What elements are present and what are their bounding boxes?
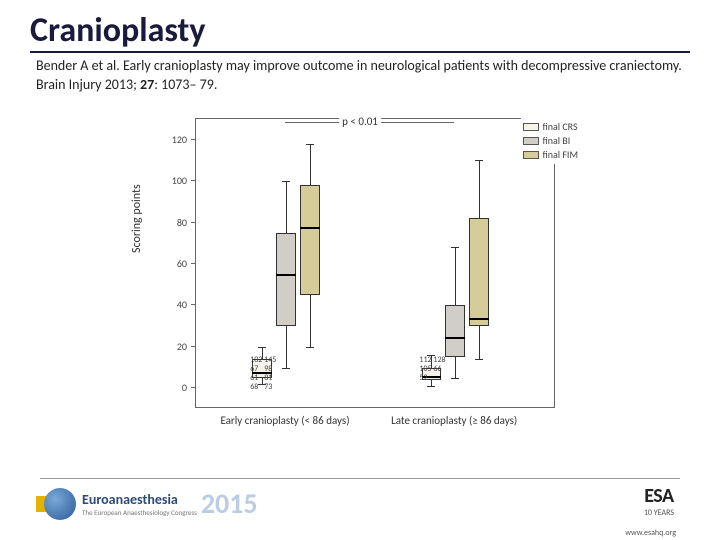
legend-label: final CRS <box>542 120 577 133</box>
data-point-label: 52 <box>419 373 427 383</box>
legend: final CRSfinal BIfinal FIM <box>521 118 580 164</box>
x-category-label: Late cranioplasty (≥ 86 days) <box>374 414 534 427</box>
esa-text: ESA <box>644 484 674 508</box>
page-title: Cranioplasty <box>30 0 690 53</box>
year-watermark: 2015 <box>201 486 258 521</box>
brand-text: Euroanaesthesia <box>82 491 197 508</box>
footer: Euroanaesthesia The European Anaesthesio… <box>0 478 720 540</box>
y-tick-label: 100 <box>157 174 187 187</box>
legend-swatch <box>523 137 539 145</box>
y-tick-label: 40 <box>157 298 187 311</box>
y-tick-label: 80 <box>157 216 187 229</box>
brand-subtitle: The European Anaesthesiology Congress <box>82 508 197 517</box>
box <box>300 185 320 295</box>
legend-item: final BI <box>523 134 578 147</box>
box <box>276 233 296 326</box>
y-axis-label: Scoring points <box>130 184 144 253</box>
citation-pages: : 1073– 79. <box>154 76 217 93</box>
globe-icon <box>44 488 76 520</box>
y-tick-label: 20 <box>157 340 187 353</box>
legend-item: final CRS <box>523 120 578 133</box>
data-point-label: 66 <box>433 364 441 374</box>
box <box>469 218 489 326</box>
data-point-label: 68 <box>250 382 258 392</box>
footer-divider <box>40 478 680 479</box>
legend-swatch <box>523 123 539 131</box>
boxplot-chart: Scoring points 1021456798618168731121281… <box>140 108 580 448</box>
citation-authors: Bender A et al. <box>36 57 120 74</box>
esa-years: 10 YEARS <box>644 508 674 518</box>
citation-text: Early cranioplasty may improve outcome i… <box>123 57 682 74</box>
y-tick-label: 0 <box>157 381 187 394</box>
data-point-label: 73 <box>264 382 272 392</box>
y-tick-label: 120 <box>157 133 187 146</box>
legend-item: final FIM <box>523 148 578 161</box>
euroanaesthesia-logo: Euroanaesthesia The European Anaesthesio… <box>44 486 258 521</box>
y-tick-label: 60 <box>157 257 187 270</box>
legend-label: final BI <box>542 134 570 147</box>
legend-label: final FIM <box>542 148 578 161</box>
x-category-label: Early cranioplasty (< 86 days) <box>205 414 365 427</box>
legend-swatch <box>523 151 539 159</box>
citation-volume: 27 <box>140 76 154 93</box>
box <box>445 305 465 357</box>
footer-url: www.esahq.org <box>625 528 676 538</box>
p-value-label: p < 0.01 <box>339 115 381 128</box>
citation: Bender A et al. Early cranioplasty may i… <box>0 53 720 95</box>
plot-area: 1021456798618168731121281056652 <box>195 118 555 408</box>
citation-journal: Brain Injury 2013; <box>36 76 137 93</box>
esa-logo: ESA 10 YEARS <box>644 484 674 518</box>
